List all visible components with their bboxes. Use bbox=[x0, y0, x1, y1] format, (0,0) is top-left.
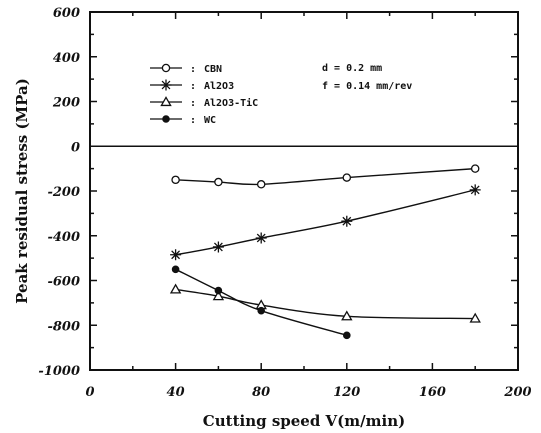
series-group bbox=[169, 164, 481, 340]
y-tick-label: -800 bbox=[47, 319, 80, 334]
y-axis-label: Peak residual stress (MPa) bbox=[13, 78, 31, 304]
annotation-feed: f = 0.14 mm/rev bbox=[322, 81, 412, 92]
y-tick-label: 0 bbox=[71, 140, 80, 155]
asterisk-marker bbox=[469, 184, 481, 196]
filled-circle-marker bbox=[162, 115, 170, 123]
series-line bbox=[175, 189, 476, 256]
open-circle-marker bbox=[214, 177, 223, 187]
x-axis-label: Cutting speed V(m/min) bbox=[203, 412, 405, 430]
x-tick-label: 160 bbox=[419, 385, 446, 400]
legend-colon: : bbox=[190, 81, 196, 92]
legend-item: : Al2O3 bbox=[150, 79, 234, 92]
asterisk-marker bbox=[341, 215, 353, 227]
open-circle-marker bbox=[161, 63, 171, 73]
y-tick-label: -200 bbox=[47, 185, 80, 200]
filled-circle-marker bbox=[343, 331, 351, 340]
plot-frame bbox=[89, 11, 519, 371]
legend-colon: : bbox=[190, 115, 196, 126]
series-line bbox=[175, 268, 347, 336]
annotation-depth: d = 0.2 mm bbox=[322, 63, 382, 74]
series-1 bbox=[171, 164, 480, 189]
y-tick-label: -600 bbox=[47, 275, 80, 290]
x-tick-label: 80 bbox=[252, 385, 270, 400]
asterisk-marker bbox=[160, 79, 172, 91]
open-circle-marker bbox=[470, 164, 480, 173]
asterisk-marker bbox=[212, 241, 224, 253]
legend-item: : Al2O3-TiC bbox=[150, 96, 258, 109]
legend-colon: : bbox=[190, 64, 196, 75]
legend: : CBN: Al2O3: Al2O3-TiC: WC bbox=[150, 63, 258, 126]
open-circle-marker bbox=[342, 173, 352, 182]
asterisk-marker bbox=[170, 249, 182, 261]
x-tick-label: 40 bbox=[167, 385, 185, 400]
series-line bbox=[175, 167, 476, 186]
legend-label: Al2O3-TiC bbox=[204, 97, 258, 109]
y-tick-label: 600 bbox=[53, 6, 80, 21]
series-3 bbox=[169, 283, 481, 323]
open-triangle-marker bbox=[160, 96, 172, 107]
x-tick-label: 0 bbox=[85, 385, 94, 400]
legend-colon: : bbox=[190, 98, 196, 109]
open-triangle-marker bbox=[212, 290, 225, 301]
axis-ticks bbox=[89, 11, 519, 371]
series-line bbox=[175, 288, 476, 320]
series-2 bbox=[170, 184, 481, 261]
legend-item: : CBN bbox=[150, 63, 222, 75]
y-tick-label: 400 bbox=[53, 51, 80, 66]
open-triangle-marker bbox=[469, 312, 481, 323]
x-tick-label: 200 bbox=[503, 385, 531, 400]
y-tick-label: 200 bbox=[52, 96, 80, 111]
y-tick-labels: 600 400 200 0 -200 -400 -600 -800 -1000 bbox=[38, 6, 80, 379]
open-triangle-marker bbox=[341, 310, 353, 321]
y-tick-label: -1000 bbox=[38, 364, 80, 379]
legend-label: Al2O3 bbox=[204, 81, 234, 92]
x-tick-label: 120 bbox=[333, 385, 360, 400]
open-triangle-marker bbox=[169, 283, 182, 294]
legend-label: WC bbox=[204, 115, 216, 126]
asterisk-marker bbox=[255, 232, 267, 244]
series-4 bbox=[171, 265, 351, 340]
open-circle-marker bbox=[256, 180, 266, 189]
legend-item: : WC bbox=[150, 115, 216, 126]
filled-circle-marker bbox=[171, 265, 180, 274]
x-tick-labels: 0 40 80 120 160 200 bbox=[85, 385, 531, 400]
filled-circle-marker bbox=[257, 306, 266, 315]
filled-circle-marker bbox=[214, 286, 223, 295]
legend-label: CBN bbox=[204, 64, 222, 75]
y-tick-label: -400 bbox=[47, 230, 80, 245]
open-circle-marker bbox=[171, 175, 180, 185]
